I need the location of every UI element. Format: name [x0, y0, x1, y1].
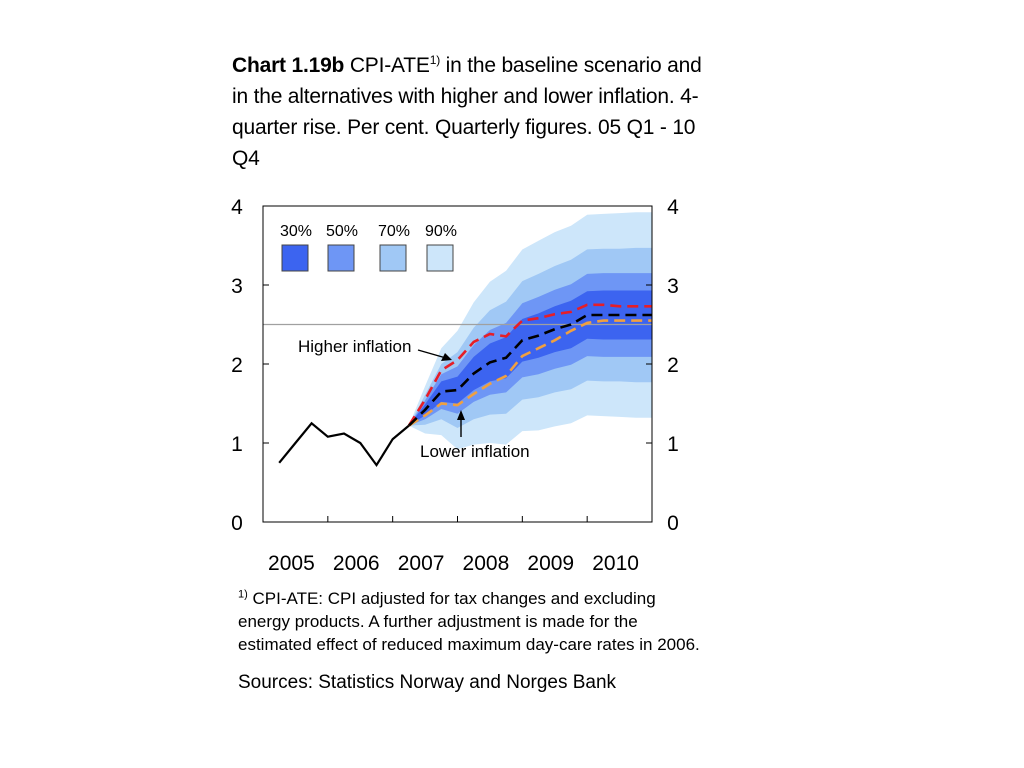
lower-inflation-label: Lower inflation: [420, 442, 530, 461]
y-tick-label-left: 1: [231, 433, 243, 456]
higher-arrow-head: [441, 353, 452, 361]
x-tick-label: 2009: [527, 552, 574, 575]
y-tick-label-left: 3: [231, 275, 243, 298]
y-tick-label-right: 0: [667, 512, 679, 535]
actual-line: [278, 421, 410, 468]
series-lines: [278, 303, 652, 468]
legend-label: 50%: [326, 223, 358, 240]
axis-labels: 0 1 2 3 4 0 1 2 3 4 2005 2006 2007 2008 2009 2010: [231, 196, 679, 575]
footnote-text: CPI-ATE: CPI adjusted for tax changes an…: [238, 589, 700, 654]
higher-arrow-shaft: [417, 349, 447, 359]
axis-ticks: [262, 205, 653, 523]
higher-inflation-label: Higher inflation: [298, 337, 411, 356]
higher-inflation-line: [407, 303, 652, 427]
y-tick-label-left: 0: [231, 512, 243, 535]
legend: 30% 50% 70% 90%: [280, 223, 457, 272]
lower-arrow-head: [457, 410, 465, 420]
title-part1: CPI-ATE: [344, 54, 430, 77]
legend-swatch: [327, 244, 355, 272]
legend-label: 30%: [280, 223, 312, 240]
y-tick-label-right: 4: [667, 196, 679, 219]
x-tick-label: 2005: [268, 552, 315, 575]
y-tick-label-left: 4: [231, 196, 243, 219]
footnote: 1) CPI-ATE: CPI adjusted for tax changes…: [238, 587, 708, 656]
footnote-marker: 1): [238, 588, 248, 601]
title-part2: in the baseline scenario and in the alte…: [232, 54, 702, 170]
sources-note: Sources: Statistics Norway and Norges Ba…: [238, 672, 617, 693]
y-tick-label-left: 2: [231, 354, 243, 377]
legend-label: 70%: [378, 223, 410, 240]
legend-swatch: [281, 244, 309, 272]
y-tick-label-right: 1: [667, 433, 679, 456]
baseline-line: [407, 313, 652, 427]
x-tick-label: 2006: [333, 552, 380, 575]
x-tick-label: 2007: [398, 552, 445, 575]
x-tick-label: 2008: [463, 552, 510, 575]
chart-title: Chart 1.19b CPI-ATE1) in the baseline sc…: [232, 50, 722, 174]
title-footnote-marker: 1): [429, 53, 440, 67]
lower-inflation-line: [408, 319, 652, 427]
legend-swatch: [379, 244, 407, 272]
x-tick-label: 2010: [592, 552, 639, 575]
y-tick-label-right: 3: [667, 275, 679, 298]
annotations: Higher inflation Lower inflation: [298, 337, 530, 461]
y-tick-label-right: 2: [667, 354, 679, 377]
legend-label: 90%: [425, 223, 457, 240]
chart-number: Chart 1.19b: [232, 54, 345, 77]
legend-swatch: [426, 244, 454, 272]
